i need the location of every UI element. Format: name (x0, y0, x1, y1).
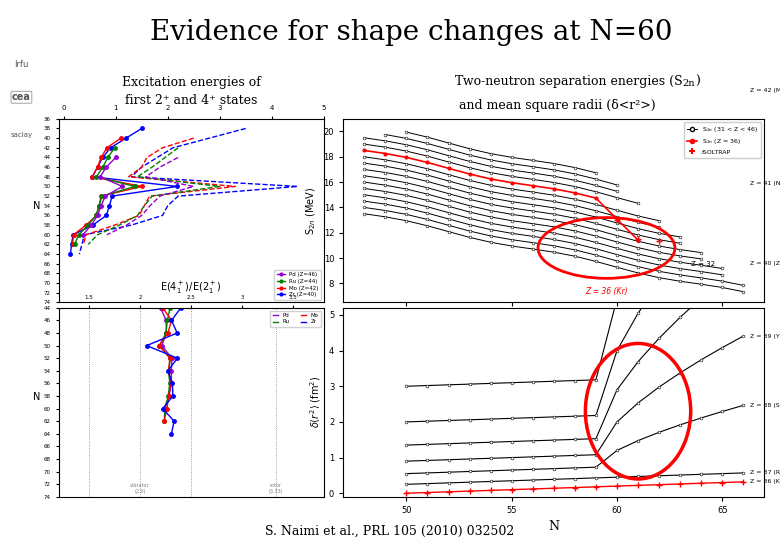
Text: ): ) (696, 75, 700, 87)
Text: Evidence for shape changes at N=60: Evidence for shape changes at N=60 (151, 19, 672, 46)
Y-axis label: N: N (34, 200, 41, 211)
Y-axis label: N: N (34, 392, 41, 402)
Text: Z = 32: Z = 32 (691, 261, 714, 267)
Text: Two-neutron separation energies (S: Two-neutron separation energies (S (456, 75, 683, 87)
Text: cea: cea (12, 92, 31, 102)
Text: vibrator
(2.0): vibrator (2.0) (130, 483, 150, 494)
Text: 2n: 2n (682, 79, 695, 88)
Text: and mean square radii (δ<r²>): and mean square radii (δ<r²>) (459, 99, 656, 112)
Text: Z = 42 (Mo): Z = 42 (Mo) (750, 88, 780, 93)
Text: Z = 40 (Zr): Z = 40 (Zr) (750, 261, 780, 266)
Text: Excitation energies of
first 2⁺ and 4⁺ states: Excitation energies of first 2⁺ and 4⁺ s… (122, 76, 261, 107)
Legend: Pd (Z=46), Ru (Z=44), Mo (Z=42), Zr (Z=40): Pd (Z=46), Ru (Z=44), Mo (Z=42), Zr (Z=4… (275, 270, 321, 300)
Text: S. Naimi et al., PRL 105 (2010) 032502: S. Naimi et al., PRL 105 (2010) 032502 (265, 524, 515, 537)
Text: Z = 39 (Y): Z = 39 (Y) (750, 334, 780, 339)
Text: Z = 4b: Z = 4b (732, 131, 757, 137)
Legend: Pd, Ru, Mo, Zr: Pd, Ru, Mo, Zr (271, 310, 321, 327)
X-axis label: N: N (548, 521, 559, 534)
Text: Z = 41 (Nb): Z = 41 (Nb) (750, 180, 780, 186)
Text: Z = 38 (Sr): Z = 38 (Sr) (750, 403, 780, 408)
Text: saclay: saclay (10, 132, 33, 138)
Text: Z = 37 (Rb): Z = 37 (Rb) (750, 470, 780, 475)
X-axis label: E(4$_1^+$)/E(2$_1^+$): E(4$_1^+$)/E(2$_1^+$) (160, 280, 222, 296)
Text: Z = 36 (Kr): Z = 36 (Kr) (586, 287, 628, 295)
Y-axis label: S$_{2n}$ (MeV): S$_{2n}$ (MeV) (304, 186, 318, 235)
Legend: S$_{2n}$ (31 < Z < 46), S$_{2n}$ (Z = 36), ISOLTRAP: S$_{2n}$ (31 < Z < 46), S$_{2n}$ (Z = 36… (684, 122, 761, 158)
Text: Z = 36 (Kr): Z = 36 (Kr) (750, 480, 780, 484)
Text: Irfu: Irfu (14, 60, 29, 69)
Text: rotor
(3.33): rotor (3.33) (268, 483, 283, 494)
Y-axis label: $\delta\langle r^2\rangle$ (fm$^2$): $\delta\langle r^2\rangle$ (fm$^2$) (308, 376, 323, 428)
